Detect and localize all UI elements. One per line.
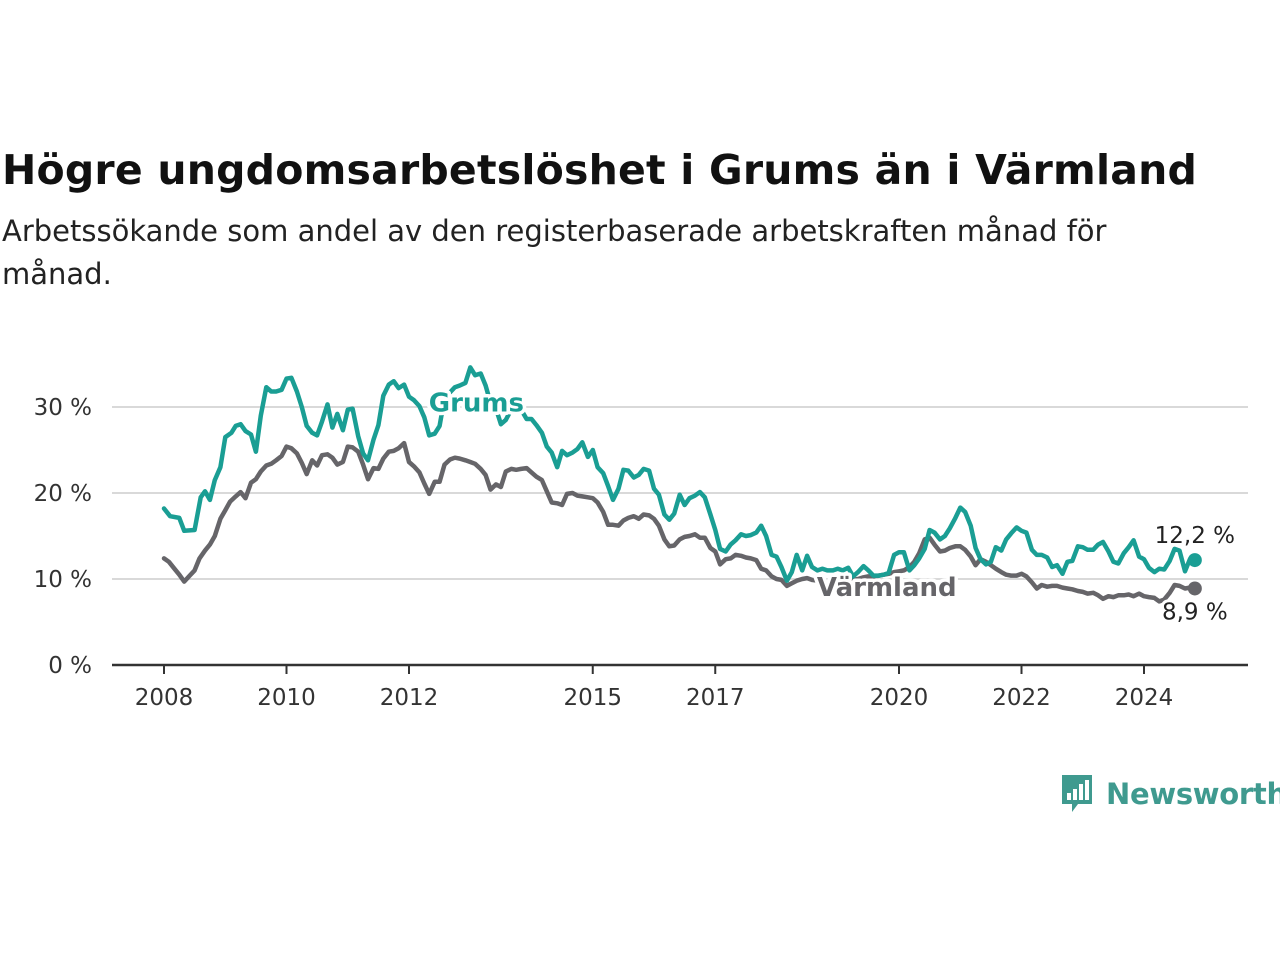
y-tick-label: 20 % xyxy=(34,481,92,507)
newsworthy-logo-icon xyxy=(1062,775,1092,812)
series-label: Grums xyxy=(429,388,524,418)
line-chart: 0 % 10 % 20 % 30 % 2008 2010 2012 2015 2017 2020… xyxy=(34,365,1248,711)
x-tick-label: 2010 xyxy=(257,685,316,711)
chart-title: Högre ungdomsarbetslöshet i Grums än i V… xyxy=(2,146,1198,194)
x-tick-label: 2015 xyxy=(563,685,622,711)
x-tick-label: 2020 xyxy=(870,685,929,711)
series-end-point xyxy=(1187,581,1202,596)
x-tick-label: 2024 xyxy=(1115,685,1174,711)
end-value-label: 8,9 % xyxy=(1162,599,1228,625)
x-tick-label: 2017 xyxy=(686,685,745,711)
newsworthy-brand: Newsworthy xyxy=(1060,772,1280,816)
x-tick-label: 2008 xyxy=(135,685,194,711)
y-tick-label: 0 % xyxy=(48,653,92,679)
series-line-värmland xyxy=(161,440,1198,604)
y-tick-label: 30 % xyxy=(34,395,92,421)
x-tick-label: 2012 xyxy=(380,685,439,711)
brand-name: Newsworthy xyxy=(1106,777,1280,811)
series-end-point xyxy=(1187,553,1202,568)
y-tick-label: 10 % xyxy=(34,567,92,593)
chart-subtitle: Arbetssökande som andel av den registerb… xyxy=(2,214,1107,291)
x-tick-label: 2022 xyxy=(992,685,1051,711)
series-label: Värmland xyxy=(817,573,957,603)
series-line-grums xyxy=(161,365,1198,583)
end-value-label: 12,2 % xyxy=(1155,523,1235,549)
